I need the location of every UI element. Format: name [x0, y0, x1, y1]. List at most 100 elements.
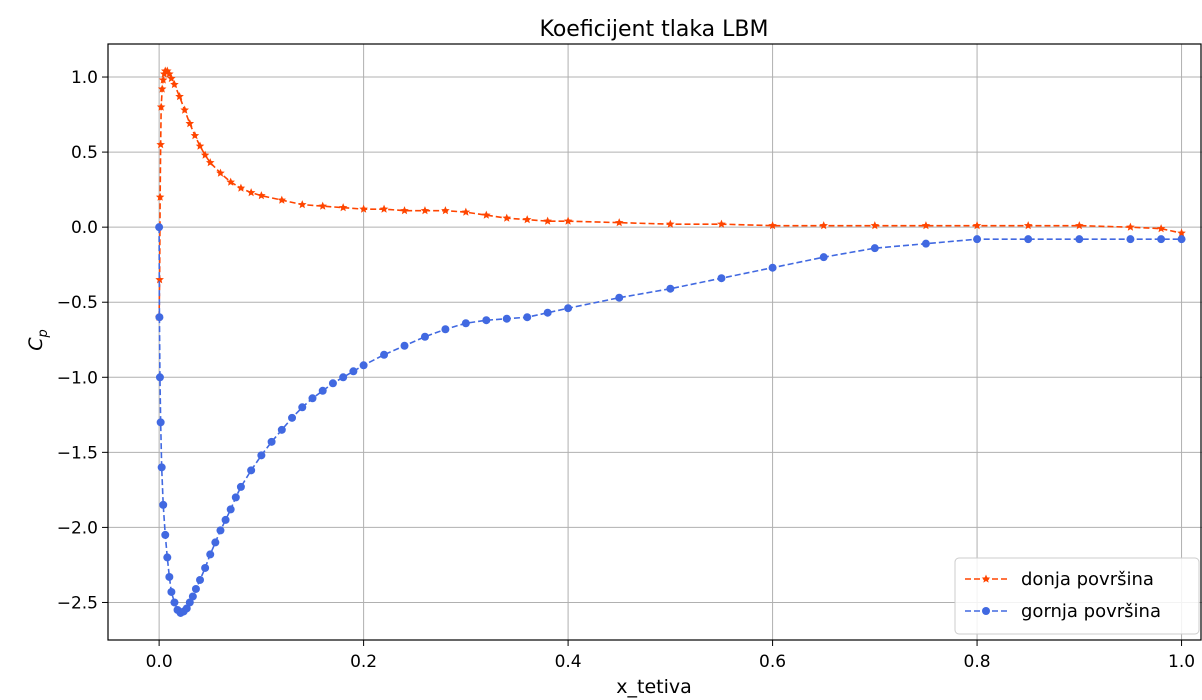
y-tick-label: 0.5 — [71, 143, 98, 163]
data-point — [349, 367, 358, 376]
y-tick-label: −1.0 — [57, 368, 98, 388]
data-point — [156, 418, 165, 427]
data-point — [1126, 222, 1135, 231]
legend-item: gornja površina — [965, 601, 1161, 622]
data-point — [359, 204, 368, 213]
data-point — [185, 598, 194, 607]
data-point — [563, 216, 573, 225]
data-point — [196, 575, 205, 584]
data-point — [175, 92, 184, 101]
x-tick-label: 0.4 — [555, 652, 582, 672]
data-point — [170, 598, 179, 607]
data-point — [1177, 228, 1186, 237]
y-tick-label: 1.0 — [71, 68, 98, 88]
series-layer — [154, 66, 1186, 617]
data-point — [768, 263, 777, 272]
data-point — [298, 403, 307, 412]
data-point — [277, 195, 287, 204]
data-point — [205, 158, 215, 167]
data-point — [973, 235, 982, 244]
data-point — [159, 500, 168, 509]
series-line — [158, 227, 1182, 614]
data-point — [236, 482, 245, 491]
data-point — [1075, 221, 1084, 230]
series-2 — [155, 223, 1186, 617]
x-tick-label: 0.8 — [964, 652, 991, 672]
data-point — [288, 413, 297, 422]
data-point — [1024, 235, 1033, 244]
data-point — [819, 221, 828, 230]
data-point — [155, 275, 164, 284]
data-point — [156, 102, 166, 111]
data-point — [870, 244, 879, 253]
series-line — [158, 70, 1182, 318]
data-point — [564, 304, 573, 313]
data-point — [216, 168, 225, 177]
data-point — [185, 119, 195, 128]
data-point — [400, 341, 409, 350]
data-point — [257, 191, 266, 200]
data-point — [167, 587, 176, 596]
data-point — [157, 463, 166, 472]
data-point — [1177, 235, 1186, 244]
data-point — [461, 319, 470, 328]
data-point — [420, 206, 430, 215]
data-point — [247, 466, 256, 475]
data-point — [482, 316, 491, 325]
data-point — [614, 218, 624, 227]
data-point — [328, 379, 337, 388]
data-point — [379, 204, 389, 213]
y-tick-label: 0.0 — [71, 218, 98, 238]
data-point — [1075, 235, 1084, 244]
data-point — [155, 313, 164, 322]
data-point — [188, 592, 197, 601]
data-point — [717, 274, 726, 283]
series-1 — [154, 66, 1186, 321]
data-point — [819, 253, 828, 262]
legend-box — [954, 557, 1200, 635]
data-point — [155, 192, 165, 201]
data-point — [216, 526, 225, 535]
x-tick-label: 0.2 — [350, 652, 377, 672]
data-point — [380, 350, 389, 359]
data-point — [158, 75, 168, 84]
y-axis-label-subscript: p — [36, 329, 51, 338]
data-point — [502, 213, 512, 222]
data-point — [182, 604, 191, 613]
data-point — [170, 80, 179, 89]
y-tick-label: −0.5 — [57, 293, 98, 313]
chart-title: Koeficijent tlaka LBM — [540, 17, 769, 42]
data-point — [167, 74, 176, 83]
data-point — [441, 325, 450, 334]
y-tick-label: −2.5 — [57, 593, 98, 613]
data-point — [482, 210, 491, 219]
data-point — [1157, 235, 1166, 244]
data-point — [768, 221, 777, 230]
data-point — [156, 140, 165, 149]
data-point — [267, 437, 276, 446]
data-point — [257, 451, 266, 460]
data-point — [206, 550, 215, 559]
data-point — [318, 201, 327, 210]
data-point — [666, 284, 675, 293]
data-point — [231, 493, 240, 502]
x-tick-label: 0.6 — [759, 652, 786, 672]
plot-frame — [107, 43, 1202, 641]
data-point — [870, 221, 880, 230]
data-point — [523, 313, 532, 322]
data-point — [180, 105, 189, 114]
legend: donja površina gornja površina — [954, 557, 1200, 635]
legend-item: donja površina — [965, 569, 1154, 590]
data-point — [1156, 224, 1166, 233]
legend-swatch-marker — [982, 607, 990, 615]
data-point — [615, 293, 624, 302]
data-point — [308, 394, 317, 403]
data-point — [441, 206, 450, 215]
data-point — [543, 308, 552, 317]
data-point — [420, 332, 429, 341]
data-point — [277, 425, 286, 434]
data-point — [200, 150, 210, 159]
data-point — [163, 553, 172, 562]
data-point — [359, 361, 368, 370]
